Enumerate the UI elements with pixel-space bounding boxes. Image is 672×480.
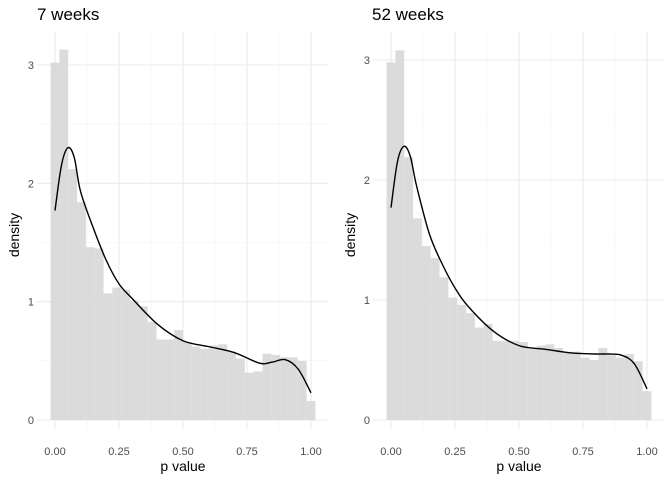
x-tick-label: 0.25 (108, 446, 129, 458)
histogram-bar (589, 360, 599, 420)
histogram-bar (235, 358, 245, 420)
y-tick-label: 0 (28, 415, 34, 427)
panel-7-weeks: 7 weeks p value density 0.00 0.25 0.50 0.75… (6, 5, 328, 474)
y-axis-label: density (342, 213, 358, 257)
histogram-bar (466, 313, 475, 420)
histogram-bar (474, 327, 484, 420)
histogram-bar (563, 352, 572, 420)
x-tick-label: 1.00 (300, 446, 321, 458)
histogram-bar (112, 287, 122, 420)
histogram-bar (59, 49, 69, 421)
x-tick-label: 0.25 (444, 446, 465, 458)
x-axis-label: p value (160, 458, 205, 474)
histogram-bar (457, 304, 467, 420)
histogram-bars (50, 49, 316, 421)
histogram-bar (174, 330, 184, 420)
histogram-bar (253, 371, 263, 420)
y-axis-label: density (6, 213, 22, 257)
histogram-bar (642, 391, 652, 420)
histogram-bar (501, 340, 511, 420)
histogram-bar (554, 348, 564, 420)
panel-title-52-weeks: 52 weeks (372, 5, 444, 24)
histogram-bar (386, 62, 396, 421)
histogram-bar (598, 348, 608, 420)
histogram-bar (50, 62, 60, 420)
histogram-bar (130, 300, 139, 420)
x-tick-label: 0.00 (44, 446, 65, 458)
histogram-bar (536, 345, 546, 420)
histogram-bar (218, 344, 228, 420)
histogram-bar (483, 324, 493, 420)
panel-title-7-weeks: 7 weeks (37, 5, 99, 24)
y-tick-label: 2 (28, 178, 34, 190)
histogram-bar (280, 357, 289, 420)
histogram-bar (448, 297, 458, 420)
histogram-bar (413, 218, 422, 420)
x-tick-label: 0.75 (236, 446, 257, 458)
histogram-bar (510, 340, 520, 420)
x-tick-label: 1.00 (636, 446, 657, 458)
histogram-bar (430, 258, 440, 420)
histogram-bar (633, 361, 643, 420)
histogram-bar (306, 401, 316, 420)
histogram-bar (156, 339, 166, 420)
histogram-bar (288, 357, 298, 420)
y-tick-label: 0 (364, 415, 370, 427)
x-tick-label: 0.75 (572, 446, 593, 458)
histogram-bar (616, 357, 625, 420)
histogram-bar (421, 246, 431, 420)
histogram-bar (209, 345, 219, 420)
histogram-bar (138, 306, 148, 420)
histogram-bars (386, 50, 652, 421)
histogram-bar (580, 357, 590, 420)
y-tick-label: 1 (28, 297, 34, 309)
histogram-bar (271, 354, 281, 420)
histogram-bar (191, 346, 201, 420)
histogram-bar (77, 202, 86, 420)
histogram-bar (244, 372, 254, 420)
histogram-bar (527, 349, 537, 420)
histogram-bar (492, 340, 502, 420)
x-tick-label: 0.00 (380, 446, 401, 458)
histogram-bar (85, 247, 95, 420)
histogram-bar (571, 351, 581, 420)
histogram-bar (545, 344, 555, 420)
x-tick-label: 0.50 (172, 446, 193, 458)
histogram-bar (262, 353, 272, 420)
x-tick-label: 0.50 (508, 446, 529, 458)
histogram-bar (147, 321, 157, 420)
density-curve (390, 145, 648, 390)
histogram-bar (607, 355, 617, 420)
histogram-bar (165, 339, 175, 420)
density-curve (54, 146, 312, 394)
histogram-bar (227, 351, 236, 420)
y-tick-label: 3 (28, 60, 34, 72)
panel-52-weeks: 52 weeks p value density 0.00 0.25 0.50 0.7… (342, 5, 664, 474)
y-tick-label: 1 (364, 295, 370, 307)
histogram-bar (395, 50, 405, 421)
x-axis-label: p value (496, 458, 541, 474)
histogram-bar (103, 293, 113, 420)
histogram-bar (121, 289, 131, 420)
histogram-bar (182, 341, 192, 420)
histogram-bar (624, 354, 634, 420)
histogram-bar (439, 277, 449, 420)
y-tick-label: 2 (364, 175, 370, 187)
histogram-bar (68, 169, 78, 420)
histogram-bar (404, 157, 414, 420)
histogram-bar (200, 349, 210, 420)
histogram-bar (297, 360, 307, 420)
y-tick-label: 3 (364, 55, 370, 67)
histogram-bar (94, 248, 104, 420)
histogram-bar (518, 342, 528, 420)
